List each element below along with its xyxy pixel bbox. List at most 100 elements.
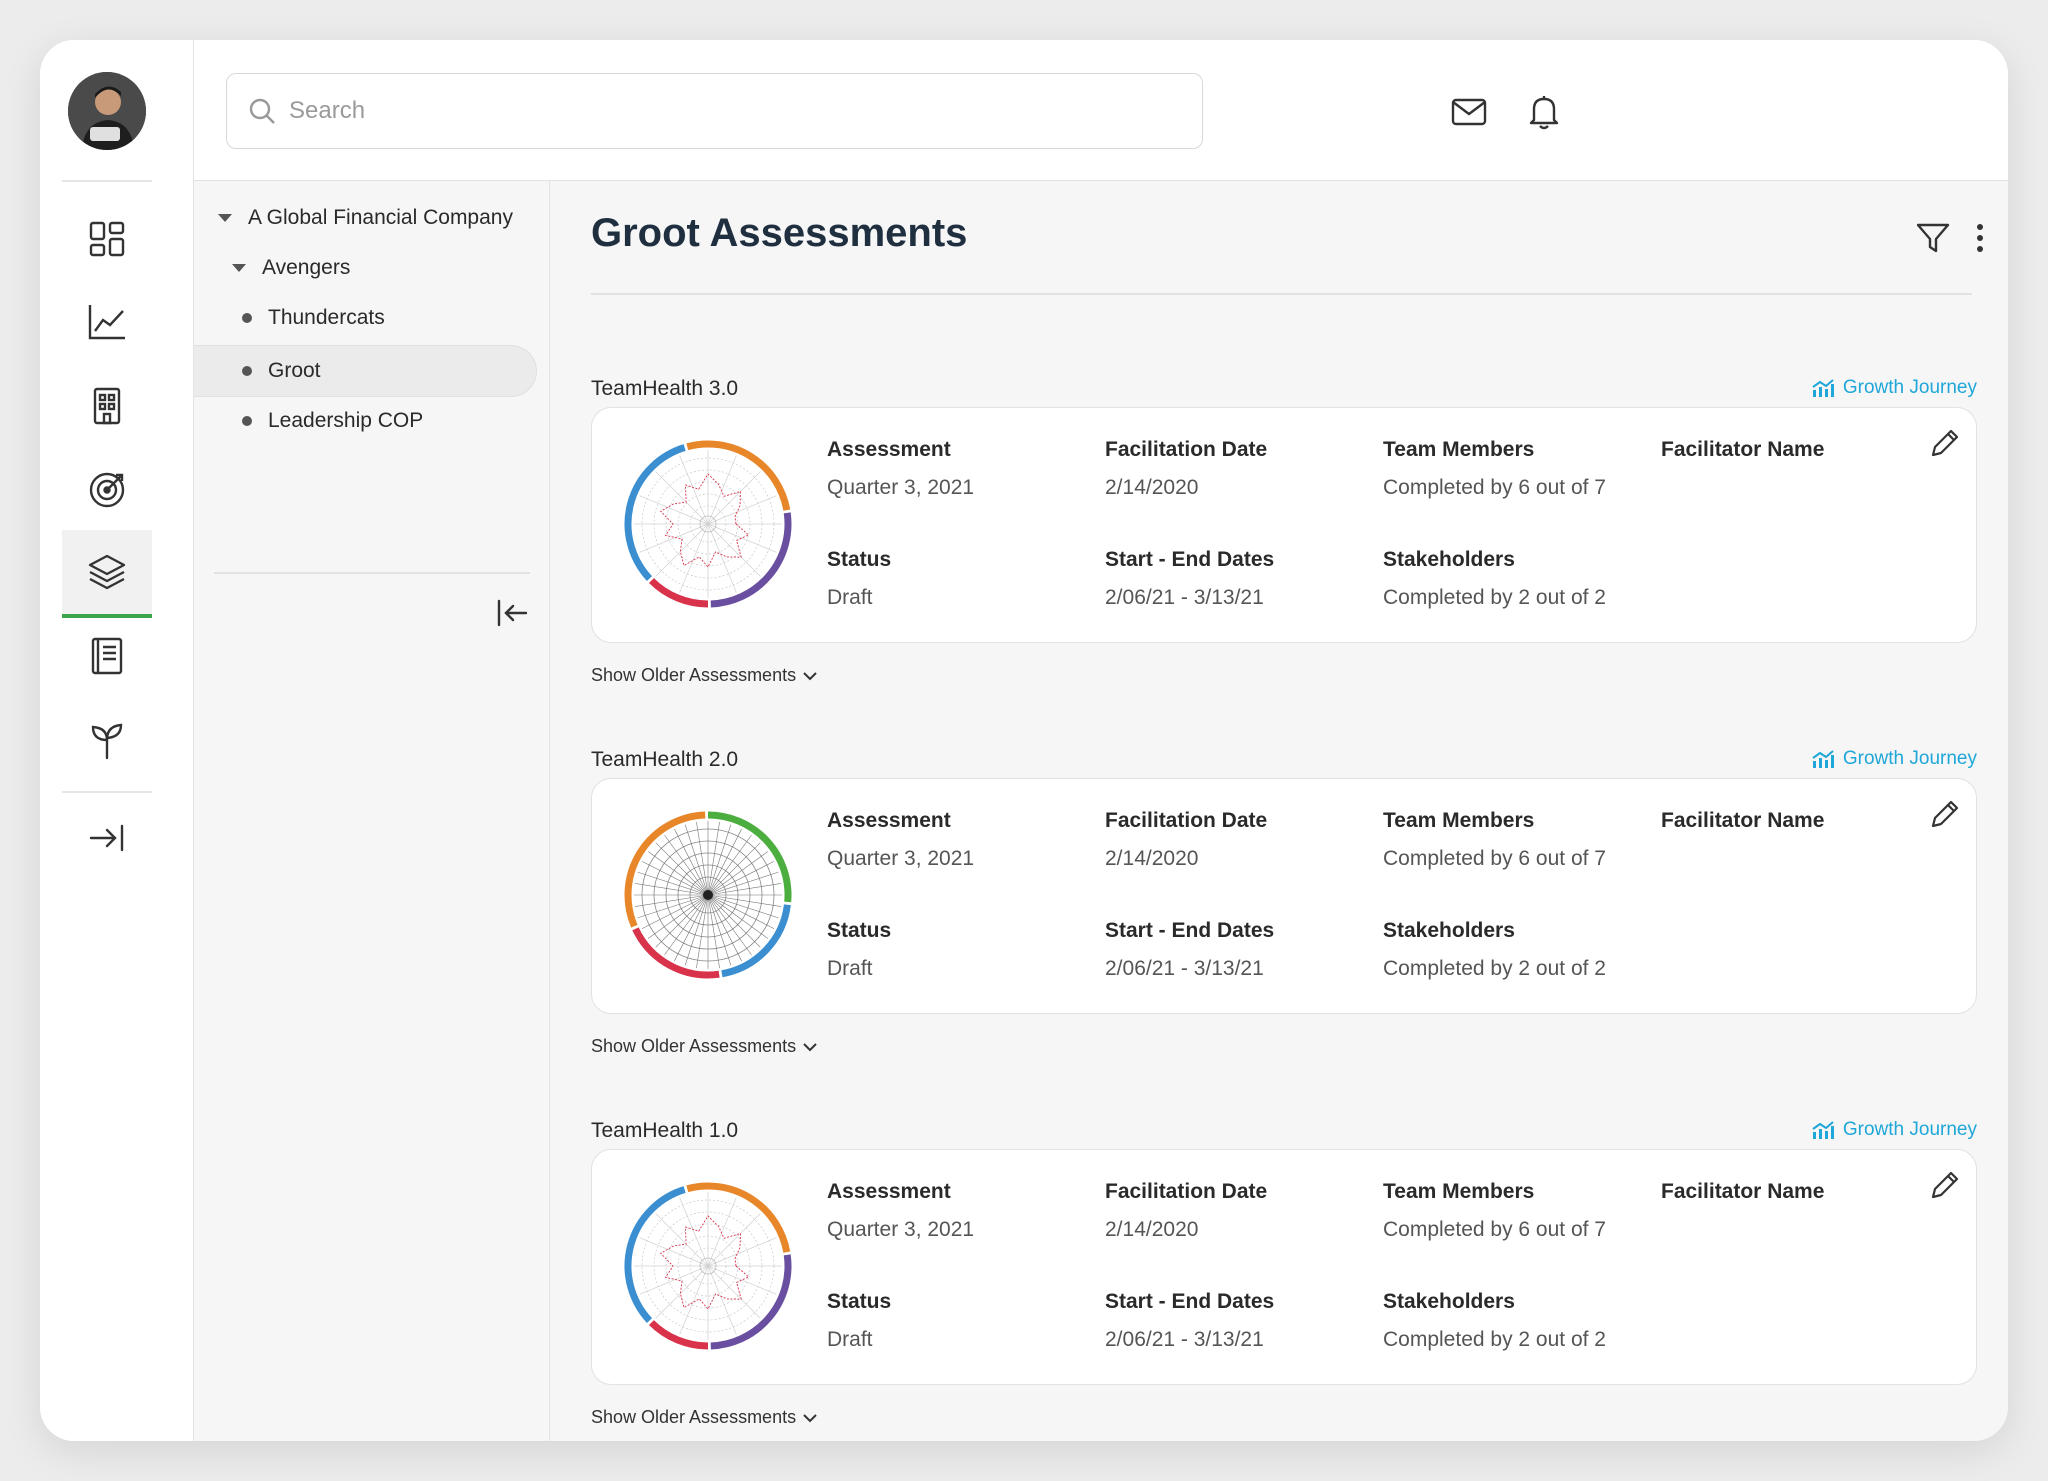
main-content: Groot Assessments TeamHealth 3.0 Growth …: [550, 181, 2008, 1441]
bell-icon[interactable]: [1524, 92, 1564, 132]
chevron-down-icon: [803, 1413, 817, 1422]
tree-node-team[interactable]: Leadership COP: [242, 409, 423, 433]
tree-node-label: A Global Financial Company: [248, 206, 513, 229]
sprout-icon: [91, 723, 123, 760]
show-older-toggle[interactable]: Show Older Assessments: [591, 1407, 818, 1428]
start-end-label: Start - End Dates: [1105, 548, 1275, 571]
search-box[interactable]: [226, 73, 1203, 149]
rail-expand[interactable]: [62, 794, 152, 882]
facilitation-date-value: 2/14/2020: [1105, 476, 1199, 499]
radar-wheel-icon: [624, 440, 792, 608]
dashboard-icon: [89, 221, 125, 257]
caret-down-icon: [232, 264, 246, 272]
rail-assessments[interactable]: [62, 530, 152, 618]
team-members-value: Completed by 6 out of 7: [1383, 476, 1606, 499]
rail-dashboard[interactable]: [62, 195, 152, 283]
growth-journey-link[interactable]: Growth Journey: [1811, 1119, 1977, 1141]
growth-chart-icon: [1812, 750, 1834, 768]
rail-goals[interactable]: [62, 445, 152, 533]
status-value: Draft: [827, 1328, 873, 1351]
show-older-label: Show Older Assessments: [591, 1036, 797, 1056]
facilitation-date-label: Facilitation Date: [1105, 1180, 1268, 1203]
show-older-toggle[interactable]: Show Older Assessments: [591, 665, 818, 686]
stakeholders-label: Stakeholders: [1383, 919, 1515, 942]
team-members-label: Team Members: [1383, 809, 1535, 832]
building-icon: [93, 387, 121, 425]
team-members-label: Team Members: [1383, 438, 1535, 461]
status-label: Status: [827, 1290, 892, 1313]
edit-pencil-icon[interactable]: [1928, 797, 1962, 831]
assessment-value: Quarter 3, 2021: [827, 476, 975, 499]
facilitation-date-label: Facilitation Date: [1105, 438, 1268, 461]
facilitator-name-label: Facilitator Name: [1661, 1180, 1825, 1203]
growth-journey-label: Growth Journey: [1842, 1119, 1977, 1140]
tree-node-org[interactable]: A Global Financial Company: [218, 206, 513, 230]
tree-node-team-selected[interactable]: Groot: [194, 345, 537, 397]
tree-node-label: Avengers: [262, 256, 351, 279]
stakeholders-label: Stakeholders: [1383, 1290, 1515, 1313]
growth-journey-link[interactable]: Growth Journey: [1811, 748, 1977, 770]
start-end-value: 2/06/21 - 3/13/21: [1105, 1328, 1264, 1351]
section-title: TeamHealth 1.0: [591, 1119, 739, 1142]
filter-icon[interactable]: [1914, 219, 1952, 257]
team-tree: A Global Financial Company Avengers Thun…: [194, 181, 550, 1441]
facilitation-date-value: 2/14/2020: [1105, 1218, 1199, 1241]
team-members-label: Team Members: [1383, 1180, 1535, 1203]
assessment-value: Quarter 3, 2021: [827, 1218, 975, 1241]
assessment-card[interactable]: Assessment Quarter 3, 2021 Facilitation …: [591, 778, 1977, 1014]
team-members-value: Completed by 6 out of 7: [1383, 847, 1606, 870]
mail-icon[interactable]: [1449, 92, 1489, 132]
rail-divider: [62, 791, 152, 793]
stakeholders-label: Stakeholders: [1383, 548, 1515, 571]
start-end-label: Start - End Dates: [1105, 919, 1275, 942]
show-older-label: Show Older Assessments: [591, 1407, 797, 1427]
start-end-label: Start - End Dates: [1105, 1290, 1275, 1313]
team-members-value: Completed by 6 out of 7: [1383, 1218, 1606, 1241]
show-older-toggle[interactable]: Show Older Assessments: [591, 1036, 818, 1057]
rail-analytics[interactable]: [62, 278, 152, 366]
title-divider: [591, 293, 1972, 295]
target-icon: [89, 472, 125, 508]
stakeholders-value: Completed by 2 out of 2: [1383, 957, 1606, 980]
start-end-value: 2/06/21 - 3/13/21: [1105, 586, 1264, 609]
collapse-panel-icon[interactable]: [494, 597, 530, 629]
tree-node-team[interactable]: Thundercats: [242, 306, 385, 330]
avatar[interactable]: [68, 72, 146, 150]
search-input[interactable]: [289, 97, 1169, 125]
edit-pencil-icon[interactable]: [1928, 1168, 1962, 1202]
chevron-down-icon: [803, 1042, 817, 1051]
page-title: Groot Assessments: [591, 211, 968, 255]
growth-journey-label: Growth Journey: [1842, 748, 1977, 769]
analytics-icon: [88, 305, 125, 340]
assessment-label: Assessment: [827, 438, 951, 461]
status-value: Draft: [827, 586, 873, 609]
growth-journey-link[interactable]: Growth Journey: [1811, 377, 1977, 399]
bullet-icon: [242, 366, 252, 376]
layers-icon: [88, 554, 126, 590]
rail-growth[interactable]: [62, 696, 152, 784]
tree-node-label: Leadership COP: [268, 409, 424, 432]
tree-node-group[interactable]: Avengers: [232, 256, 350, 280]
stakeholders-value: Completed by 2 out of 2: [1383, 586, 1606, 609]
facilitator-name-label: Facilitator Name: [1661, 809, 1825, 832]
caret-down-icon: [218, 214, 232, 222]
facilitator-name-label: Facilitator Name: [1661, 438, 1825, 461]
rail-library[interactable]: [62, 612, 152, 700]
tree-node-label: Thundercats: [268, 306, 385, 329]
rail-building[interactable]: [62, 362, 152, 450]
expand-icon: [89, 824, 124, 852]
assessment-card[interactable]: Assessment Quarter 3, 2021 Facilitation …: [591, 1149, 1977, 1385]
edit-pencil-icon[interactable]: [1928, 426, 1962, 460]
growth-chart-icon: [1812, 379, 1834, 397]
more-vertical-icon[interactable]: [1970, 219, 1990, 257]
start-end-value: 2/06/21 - 3/13/21: [1105, 957, 1264, 980]
book-icon: [91, 637, 123, 675]
status-label: Status: [827, 919, 892, 942]
user-photo-icon: [68, 72, 146, 150]
radar-wheel-icon: [624, 811, 792, 979]
app-window: A Global Financial Company Avengers Thun…: [40, 40, 2008, 1441]
show-older-label: Show Older Assessments: [591, 665, 797, 685]
assessment-label: Assessment: [827, 809, 951, 832]
growth-chart-icon: [1812, 1121, 1834, 1139]
assessment-card[interactable]: Assessment Quarter 3, 2021 Facilitation …: [591, 407, 1977, 643]
